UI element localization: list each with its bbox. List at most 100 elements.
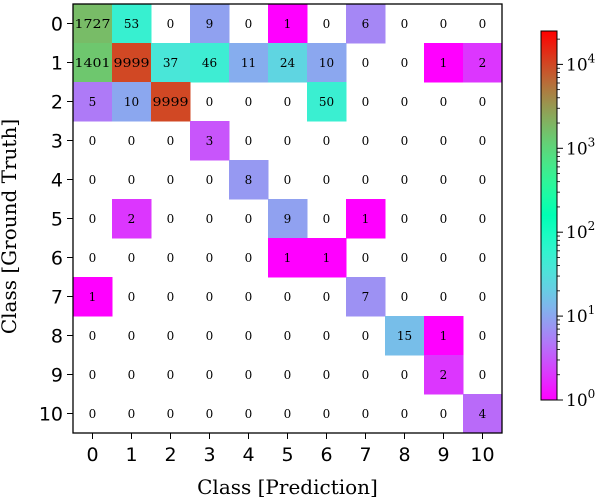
cell-value-6-7: 0 xyxy=(362,251,370,265)
cell-value-2-8: 0 xyxy=(401,95,409,109)
heatmap-cell-8-9 xyxy=(424,316,464,356)
heatmap-cell-7-7 xyxy=(346,277,386,317)
cell-value-5-2: 0 xyxy=(167,212,175,226)
cell-value-2-1: 10 xyxy=(124,95,139,109)
cell-value-4-4: 8 xyxy=(245,173,253,187)
cell-value-9-6: 0 xyxy=(323,368,331,382)
cell-value-10-7: 0 xyxy=(362,407,370,421)
cell-value-9-9: 2 xyxy=(440,368,448,382)
cell-value-4-5: 0 xyxy=(284,173,292,187)
heatmap-cell-2-6 xyxy=(307,82,347,122)
colorbar-frame xyxy=(540,30,558,401)
cell-value-9-0: 0 xyxy=(89,368,97,382)
cell-value-4-6: 0 xyxy=(323,173,331,187)
heatmap-cell-2-2 xyxy=(151,82,191,122)
cell-value-10-0: 0 xyxy=(89,407,97,421)
cell-value-1-8: 0 xyxy=(401,56,409,70)
cell-value-9-4: 0 xyxy=(245,368,253,382)
y-tick-label-4: 4 xyxy=(51,170,63,192)
cell-value-5-3: 0 xyxy=(206,212,214,226)
cell-value-1-9: 1 xyxy=(440,56,448,70)
cell-value-9-8: 0 xyxy=(401,368,409,382)
heatmap-cell-6-6 xyxy=(307,238,347,278)
cell-value-0-1: 53 xyxy=(124,17,139,31)
cell-value-4-0: 0 xyxy=(89,173,97,187)
cell-value-0-3: 9 xyxy=(206,17,214,31)
y-tick-label-3: 3 xyxy=(51,131,63,153)
cell-value-9-7: 0 xyxy=(362,368,370,382)
y-tick-label-6: 6 xyxy=(51,248,63,270)
cell-value-10-4: 0 xyxy=(245,407,253,421)
cell-value-1-10: 2 xyxy=(479,56,487,70)
cell-value-0-7: 6 xyxy=(362,17,370,31)
cell-value-9-3: 0 xyxy=(206,368,214,382)
cell-value-1-7: 0 xyxy=(362,56,370,70)
cell-value-0-8: 0 xyxy=(401,17,409,31)
cell-value-0-5: 1 xyxy=(284,17,292,31)
colorbar-ticks: 100 101 102 103 104 xyxy=(557,38,596,411)
heatmap-cell-1-5 xyxy=(268,43,308,83)
cell-value-8-0: 0 xyxy=(89,329,97,343)
cell-value-10-6: 0 xyxy=(323,407,331,421)
cell-value-6-3: 0 xyxy=(206,251,214,265)
cell-value-3-4: 0 xyxy=(245,134,253,148)
cell-value-9-1: 0 xyxy=(128,368,136,382)
cell-value-3-10: 0 xyxy=(479,134,487,148)
heatmap-cell-1-6 xyxy=(307,43,347,83)
y-axis-ticks: 0 1 2 3 4 5 6 7 8 9 10 xyxy=(39,14,73,426)
colorbar-tick-label: 101 xyxy=(566,303,595,327)
cell-value-8-5: 0 xyxy=(284,329,292,343)
colorbar-tick-label: 102 xyxy=(566,219,595,243)
cell-value-1-6: 10 xyxy=(319,56,334,70)
x-tick-label-6: 6 xyxy=(320,444,332,466)
cell-value-10-3: 0 xyxy=(206,407,214,421)
cell-value-3-5: 0 xyxy=(284,134,292,148)
heatmap-cell-10-10 xyxy=(463,394,503,434)
cell-value-7-0: 1 xyxy=(89,290,97,304)
cell-value-1-2: 37 xyxy=(163,56,178,70)
cell-value-3-0: 0 xyxy=(89,134,97,148)
cell-value-6-0: 0 xyxy=(89,251,97,265)
cell-value-2-9: 0 xyxy=(440,95,448,109)
cell-value-3-9: 0 xyxy=(440,134,448,148)
cell-value-2-7: 0 xyxy=(362,95,370,109)
cell-value-5-1: 2 xyxy=(128,212,136,226)
cell-value-2-6: 50 xyxy=(319,95,334,109)
cell-value-7-5: 0 xyxy=(284,290,292,304)
cell-value-10-9: 0 xyxy=(440,407,448,421)
colorbar-tick-label: 100 xyxy=(566,387,595,411)
heatmap-cell-6-5 xyxy=(268,238,308,278)
cell-value-10-5: 0 xyxy=(284,407,292,421)
heatmap-cells xyxy=(73,4,503,434)
cell-value-0-6: 0 xyxy=(323,17,331,31)
heatmap-cell-1-10 xyxy=(463,43,503,83)
cell-value-6-8: 0 xyxy=(401,251,409,265)
cell-value-5-8: 0 xyxy=(401,212,409,226)
heatmap-cell-7-0 xyxy=(73,277,113,317)
colorbar-tick-label: 103 xyxy=(566,135,595,159)
cell-value-5-4: 0 xyxy=(245,212,253,226)
cell-value-2-2: 9999 xyxy=(153,95,189,109)
cell-value-4-7: 0 xyxy=(362,173,370,187)
cell-value-2-3: 0 xyxy=(206,95,214,109)
x-tick-label-3: 3 xyxy=(203,444,215,466)
cell-value-8-2: 0 xyxy=(167,329,175,343)
cell-value-4-10: 0 xyxy=(479,173,487,187)
cell-value-10-2: 0 xyxy=(167,407,175,421)
cell-value-6-10: 0 xyxy=(479,251,487,265)
cell-value-6-5: 1 xyxy=(284,251,292,265)
cell-value-4-9: 0 xyxy=(440,173,448,187)
x-tick-label-0: 0 xyxy=(86,444,98,466)
y-axis-label: Class [Ground Truth] xyxy=(0,119,21,334)
cell-value-7-4: 0 xyxy=(245,290,253,304)
cell-value-2-0: 5 xyxy=(89,95,97,109)
x-tick-label-4: 4 xyxy=(242,444,254,466)
cell-value-8-9: 1 xyxy=(440,329,448,343)
cell-value-1-4: 11 xyxy=(241,56,256,70)
y-tick-label-10: 10 xyxy=(39,404,63,426)
x-tick-label-5: 5 xyxy=(281,444,293,466)
x-axis-label: Class [Prediction] xyxy=(197,475,378,499)
y-tick-label-8: 8 xyxy=(51,326,63,348)
cell-value-9-10: 0 xyxy=(479,368,487,382)
